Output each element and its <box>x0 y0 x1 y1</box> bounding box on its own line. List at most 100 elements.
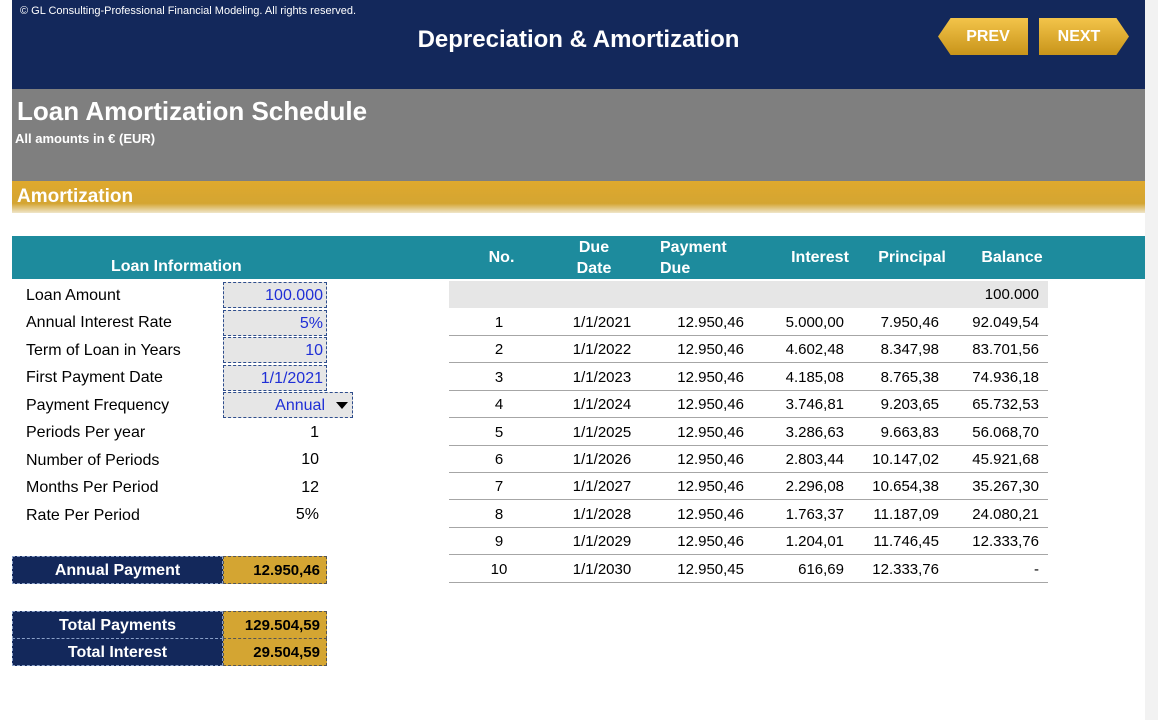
principal-cell: 10.654,38 <box>872 478 939 496</box>
annual-payment-label: Annual Payment <box>12 556 223 584</box>
balance-cell: 92.049,54 <box>972 314 1039 331</box>
currency-note: All amounts in € (EUR) <box>15 131 156 146</box>
balance-cell: 12.333,76 <box>972 533 1039 551</box>
section-title: Amortization <box>17 186 134 207</box>
interest-rate-label: Annual Interest Rate <box>26 314 172 331</box>
periods-per-year-value: 1 <box>310 424 319 441</box>
interest-cell: 2.296,08 <box>785 478 844 496</box>
interest-cell: 4.602,48 <box>785 341 844 359</box>
sheet-margin <box>1145 0 1158 720</box>
due-date-cell: 1/1/2026 <box>572 451 632 468</box>
table-row: 9 1/1/2029 12.950,46 1.204,01 11.746,45 12.33… <box>449 528 1048 556</box>
payment-frequency-label: Payment Frequency <box>26 397 170 414</box>
row-number: 5 <box>494 423 504 441</box>
total-payments-value: 129.504,59 <box>223 611 327 639</box>
payment-due-cell: 12.950,46 <box>677 533 744 551</box>
interest-rate-input[interactable]: 5% <box>223 310 327 336</box>
payment-frequency-value: Annual <box>275 397 325 414</box>
table-row: 8 1/1/2028 12.950,46 1.763,37 11.187,09 24.08… <box>449 501 1048 528</box>
payment-due-cell: 12.950,46 <box>677 423 744 441</box>
opening-balance-row: 100.000 <box>449 281 1048 308</box>
periods-per-year-label: Periods Per year <box>26 424 146 441</box>
col-header-interest: Interest <box>791 249 849 266</box>
sheet-title: Loan Amortization Schedule <box>17 96 368 126</box>
due-date-cell: 1/1/2029 <box>572 533 632 551</box>
due-date-cell: 1/1/2027 <box>572 478 632 496</box>
table-row: 2 1/1/2022 12.950,46 4.602,48 8.347,98 83.701… <box>449 336 1048 364</box>
balance-cell: 24.080,21 <box>972 505 1039 523</box>
loan-amount-input[interactable]: 100.000 <box>223 282 327 308</box>
table-header-band: Loan Information No. Due Date Payment Due … <box>12 236 1145 279</box>
table-row: 4 1/1/2024 12.950,46 3.746,81 9.203,65 65.732… <box>449 391 1048 419</box>
number-of-periods-label: Number of Periods <box>26 452 160 469</box>
row-number: 2 <box>494 341 504 359</box>
first-payment-date-input[interactable]: 1/1/2021 <box>223 365 327 391</box>
balance-cell: 65.732,53 <box>972 396 1039 414</box>
principal-cell: 9.203,65 <box>880 396 939 414</box>
payment-frequency-select[interactable]: Annual <box>223 392 353 418</box>
row-number: 1 <box>494 314 504 331</box>
table-row: 5 1/1/2025 12.950,46 3.286,63 9.663,83 56.068… <box>449 419 1048 446</box>
principal-cell: 11.187,09 <box>873 505 939 523</box>
principal-cell: 12.333,76 <box>872 560 939 578</box>
sheet-title-band: Loan Amortization Schedule All amounts i… <box>12 89 1145 181</box>
loan-amount-label: Loan Amount <box>26 287 121 304</box>
row-number: 7 <box>494 478 504 496</box>
interest-cell: 616,69 <box>798 560 844 578</box>
principal-cell: 10.147,02 <box>872 451 939 468</box>
row-number: 6 <box>494 451 504 468</box>
col-header-principal: Principal <box>878 249 946 266</box>
payment-due-cell: 12.950,46 <box>677 451 744 468</box>
principal-cell: 8.347,98 <box>880 341 939 359</box>
row-number: 9 <box>494 533 504 551</box>
principal-cell: 11.746,45 <box>873 533 939 551</box>
rate-per-period-value: 5% <box>295 506 319 523</box>
principal-cell: 8.765,38 <box>880 368 939 386</box>
opening-balance-value: 100.000 <box>984 286 1039 303</box>
number-of-periods-value: 10 <box>301 451 319 468</box>
principal-cell: 7.950,46 <box>880 314 939 331</box>
rate-per-period-label: Rate Per Period <box>26 507 140 524</box>
prev-button[interactable]: PREV <box>938 18 1028 55</box>
principal-cell: 9.663,83 <box>880 423 939 441</box>
col-header-due-date: Due Date <box>576 238 612 277</box>
due-date-cell: 1/1/2025 <box>572 423 632 441</box>
table-row: 10 1/1/2030 12.950,45 616,69 12.333,76 - <box>449 556 1048 583</box>
row-number: 3 <box>494 368 504 386</box>
months-per-period-value: 12 <box>301 479 319 496</box>
spreadsheet-page: © GL Consulting-Professional Financial M… <box>12 0 1145 720</box>
dropdown-arrow-icon[interactable] <box>336 402 348 409</box>
interest-cell: 3.746,81 <box>785 396 844 414</box>
loan-info-title: Loan Information <box>111 258 242 275</box>
balance-cell: 35.267,30 <box>972 478 1039 496</box>
payment-due-cell: 12.950,45 <box>677 560 744 578</box>
row-number: 4 <box>494 396 504 414</box>
page-title: Depreciation & Amortization <box>417 26 740 53</box>
balance-cell: 56.068,70 <box>972 423 1039 441</box>
loan-term-input[interactable]: 10 <box>223 337 327 363</box>
due-date-cell: 1/1/2030 <box>572 560 632 578</box>
payment-due-cell: 12.950,46 <box>677 396 744 414</box>
loan-term-label: Term of Loan in Years <box>26 342 181 359</box>
row-number: 10 <box>490 560 508 578</box>
total-payments-label: Total Payments <box>12 611 223 639</box>
payment-due-cell: 12.950,46 <box>677 314 744 331</box>
interest-cell: 3.286,63 <box>785 423 844 441</box>
due-date-cell: 1/1/2028 <box>572 505 632 523</box>
total-interest-value: 29.504,59 <box>223 638 327 666</box>
due-date-cell: 1/1/2024 <box>572 396 632 414</box>
balance-cell: - <box>1034 560 1039 578</box>
payment-due-cell: 12.950,46 <box>677 505 744 523</box>
copyright-notice: © GL Consulting-Professional Financial M… <box>20 5 357 17</box>
row-number: 8 <box>494 505 504 523</box>
table-row: 3 1/1/2023 12.950,46 4.185,08 8.765,38 74.936… <box>449 364 1048 391</box>
next-button[interactable]: NEXT <box>1039 18 1129 55</box>
payment-due-cell: 12.950,46 <box>677 341 744 359</box>
interest-cell: 2.803,44 <box>785 451 844 468</box>
due-date-cell: 1/1/2021 <box>572 314 632 331</box>
payment-due-cell: 12.950,46 <box>677 368 744 386</box>
table-row: 6 1/1/2026 12.950,46 2.803,44 10.147,02 45.92… <box>449 446 1048 473</box>
first-payment-date-label: First Payment Date <box>26 369 163 386</box>
months-per-period-label: Months Per Period <box>26 479 159 496</box>
annual-payment-value: 12.950,46 <box>223 556 327 584</box>
